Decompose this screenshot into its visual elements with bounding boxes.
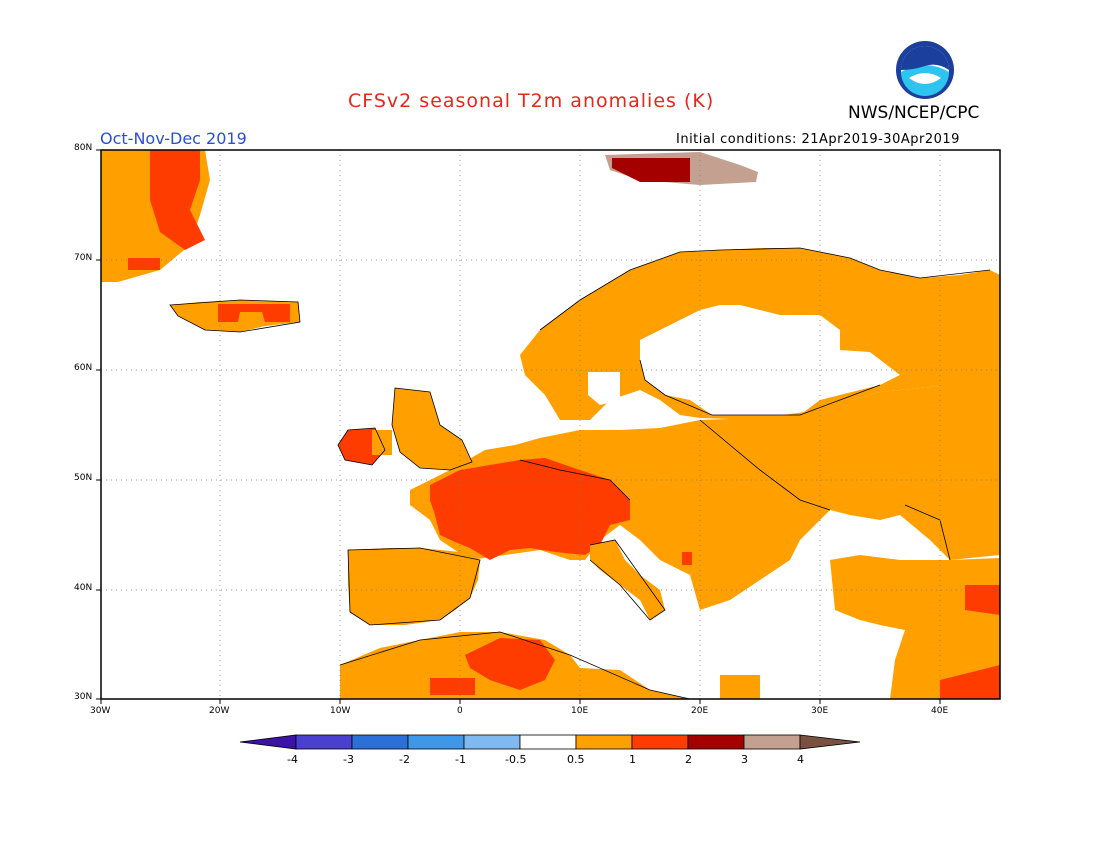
- lon-label: 40E: [931, 706, 949, 716]
- colorbar-label: -3: [343, 753, 354, 766]
- coastlines: [169, 247, 991, 699]
- lat-label: 60N: [74, 363, 93, 373]
- region-africa-warm: [465, 638, 555, 690]
- colorbar-bin: [743, 734, 801, 750]
- lon-label: 10E: [571, 706, 589, 716]
- region-east-warm-1: [965, 585, 1000, 615]
- noaa-logo: [896, 41, 954, 99]
- colorbar-label: 0.5: [567, 753, 585, 766]
- region-fennoscandia-neutral: [640, 305, 900, 415]
- chart-title: CFSv2 seasonal T2m anomalies (K): [348, 90, 715, 112]
- lat-label: 70N: [74, 253, 93, 263]
- colorbar-label: 1: [629, 753, 636, 766]
- region-france-warm: [430, 458, 630, 560]
- colorbar-bin: [407, 734, 465, 750]
- lon-label: 0: [457, 706, 463, 716]
- lat-label: 80N: [74, 143, 93, 153]
- colorbar-bin: [575, 734, 633, 750]
- region-east-warm-2: [940, 665, 1000, 699]
- agency-label: NWS/NCEP/CPC: [848, 103, 980, 123]
- colorbar-label: -1: [455, 753, 466, 766]
- region-iceland-warm: [218, 304, 290, 322]
- colorbar-bin: [463, 734, 521, 750]
- region-greenland-warm-2: [128, 258, 160, 270]
- region-italy: [590, 540, 665, 620]
- lon-label: 30E: [811, 706, 829, 716]
- lon-label: 20W: [209, 706, 230, 716]
- colorbar-bin: [687, 734, 745, 750]
- lon-label: 30W: [90, 706, 111, 716]
- lat-label: 30N: [74, 692, 93, 702]
- colorbar-bin: [295, 734, 353, 750]
- colorbar-label: -4: [287, 753, 298, 766]
- colorbar-bin: [631, 734, 689, 750]
- map-frame: [100, 149, 1001, 700]
- forecast-period: Oct-Nov-Dec 2019: [100, 129, 247, 148]
- region-scand-coast-neutral: [588, 372, 620, 405]
- colorbar-label: 3: [741, 753, 748, 766]
- region-libya-egypt: [720, 675, 760, 699]
- region-turkey: [830, 555, 1000, 699]
- colorbar: [239, 734, 861, 750]
- tick-marks: [96, 149, 941, 704]
- lat-label: 40N: [74, 583, 93, 593]
- region-svalbard-hot: [612, 158, 690, 182]
- lon-label: 10W: [330, 706, 351, 716]
- lon-label: 20E: [691, 706, 709, 716]
- region-britain: [392, 388, 472, 470]
- colorbar-bin: [519, 734, 577, 750]
- lat-label: 50N: [74, 473, 93, 483]
- initial-conditions: Initial conditions: 21Apr2019-30Apr2019: [676, 132, 960, 147]
- colorbar-arrow-left: [239, 734, 297, 750]
- colorbar-label: -0.5: [505, 753, 527, 766]
- region-iberia: [348, 548, 480, 625]
- colorbar-label: 4: [797, 753, 804, 766]
- region-balkan-warm: [682, 552, 692, 565]
- region-africa-warm-2: [430, 678, 475, 695]
- colorbar-label: -2: [399, 753, 410, 766]
- colorbar-bin: [351, 734, 409, 750]
- region-greenland-warm: [150, 150, 205, 250]
- colorbar-label: 2: [685, 753, 692, 766]
- colorbar-arrow-right: [799, 734, 861, 750]
